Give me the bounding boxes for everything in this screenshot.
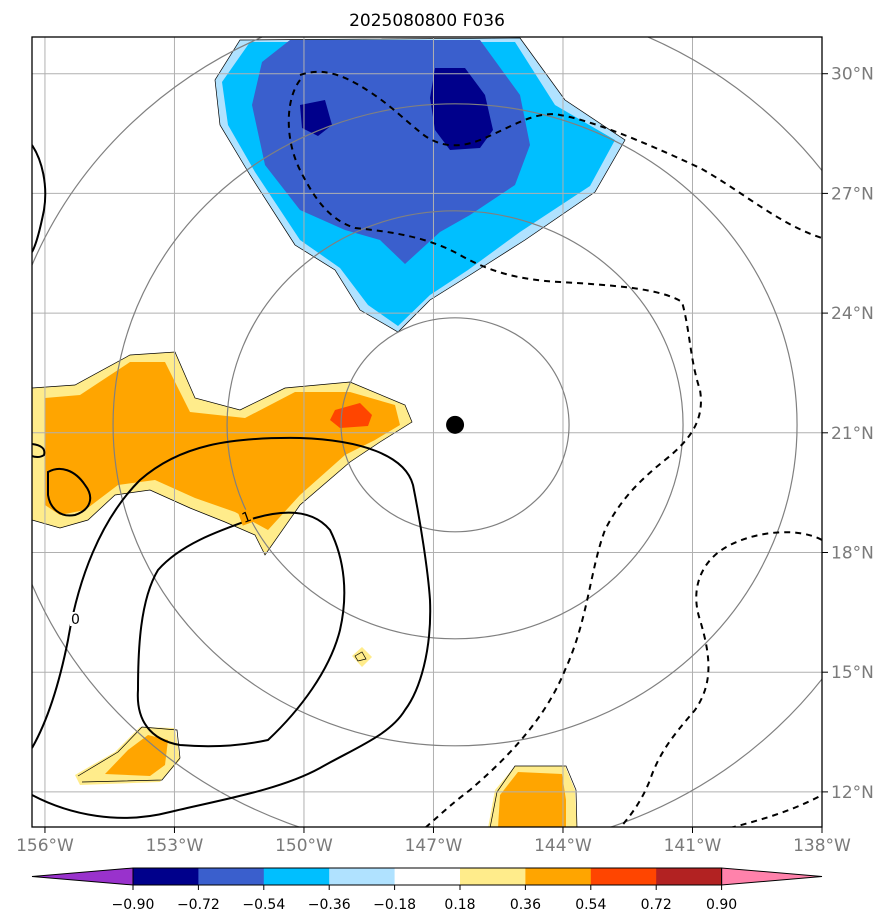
y-tick-label: 27°N bbox=[831, 184, 874, 204]
colorbar-segment bbox=[460, 868, 526, 885]
colorbar bbox=[31, 867, 823, 886]
colorbar-segment bbox=[198, 868, 265, 885]
contour-label-0: 0 bbox=[71, 612, 80, 628]
outline-sw bbox=[77, 726, 181, 783]
y-tick-label: 21°N bbox=[831, 424, 874, 444]
contour-dashed-se bbox=[729, 794, 822, 827]
chart-title: 2025080800 F036 bbox=[349, 11, 505, 31]
colorbar-tick-label: −0.36 bbox=[308, 897, 351, 913]
range-ring bbox=[226, 210, 684, 640]
colorbar-tick-label: 0.72 bbox=[641, 897, 672, 913]
y-tick-label: 18°N bbox=[831, 543, 874, 563]
contour-dashed-north bbox=[299, 70, 822, 239]
colorbar-segment bbox=[263, 868, 330, 885]
colorbar-extend-min bbox=[31, 867, 134, 886]
colorbar-tick-label: 0.90 bbox=[706, 897, 737, 913]
contour-solid-stub bbox=[32, 443, 46, 458]
x-tick-label: 144°W bbox=[534, 836, 592, 856]
colorbar-segment bbox=[590, 868, 657, 885]
colorbar-segment bbox=[394, 868, 461, 885]
contour-dashed-mid bbox=[287, 79, 702, 827]
fill-orange-red bbox=[330, 403, 372, 428]
x-axis-ticks: 156°W 153°W 150°W 147°W 144°W 141°W 138°W bbox=[16, 827, 851, 856]
fill-small-patch bbox=[352, 647, 372, 667]
map-area: 1 0 bbox=[32, 37, 822, 827]
fill-orange-south bbox=[498, 772, 566, 827]
graticule bbox=[32, 37, 822, 827]
storm-center-marker bbox=[446, 415, 465, 434]
colorbar-segment bbox=[525, 868, 592, 885]
colorbar-tick-label: −0.18 bbox=[373, 897, 416, 913]
range-rings bbox=[32, 37, 822, 827]
colorbar-frame bbox=[132, 867, 723, 886]
contour-labels: 1 0 bbox=[70, 508, 255, 628]
fill-blue-dark-2 bbox=[300, 100, 332, 136]
y-axis-ticks: 30°N 27°N 24°N 21°N 18°N 15°N 12°N bbox=[822, 65, 874, 803]
map-frame bbox=[31, 36, 823, 828]
outline-blue bbox=[214, 37, 626, 333]
x-tick-label: 150°W bbox=[275, 836, 333, 856]
contour-solid-left-edge bbox=[32, 144, 47, 253]
y-tick-label: 12°N bbox=[831, 783, 874, 803]
y-tick-label: 15°N bbox=[831, 663, 874, 683]
outline-south bbox=[489, 765, 578, 827]
colorbar-tick-label: −0.72 bbox=[177, 897, 220, 913]
colorbar-tick-label: 0.36 bbox=[510, 897, 541, 913]
x-tick-label: 153°W bbox=[146, 836, 204, 856]
colorbar-tick-label: −0.54 bbox=[242, 897, 285, 913]
x-tick-label: 147°W bbox=[405, 836, 463, 856]
outline-orange bbox=[32, 351, 413, 556]
colorbar-segment bbox=[329, 868, 396, 885]
outline-small bbox=[354, 651, 367, 662]
contour-solid-1 bbox=[136, 511, 346, 748]
colorbar-extend-max bbox=[721, 867, 823, 886]
colorbar-tick-label: −0.90 bbox=[112, 897, 155, 913]
colorbar-ticks: −0.90 −0.72 −0.54 −0.36 −0.18 0.18 0.36 0.54 0.7… bbox=[112, 885, 737, 913]
fill-orange bbox=[45, 362, 400, 530]
range-ring bbox=[112, 103, 798, 747]
contour-solid-0 bbox=[32, 436, 432, 819]
range-ring bbox=[340, 317, 570, 533]
colorbar-segment bbox=[656, 868, 723, 885]
colorbar-tick-label: 0.18 bbox=[444, 897, 475, 913]
x-tick-label: 141°W bbox=[664, 836, 722, 856]
fill-blue-dark-1 bbox=[430, 68, 493, 150]
x-tick-label: 156°W bbox=[16, 836, 74, 856]
x-tick-label: 138°W bbox=[793, 836, 851, 856]
colorbar-tick-label: 0.54 bbox=[575, 897, 606, 913]
contour-dashed-east bbox=[619, 531, 822, 827]
y-tick-label: 24°N bbox=[831, 304, 874, 324]
colorbar-segment bbox=[133, 868, 199, 885]
y-tick-label: 30°N bbox=[831, 65, 874, 85]
contour-solid-loop bbox=[47, 467, 92, 517]
